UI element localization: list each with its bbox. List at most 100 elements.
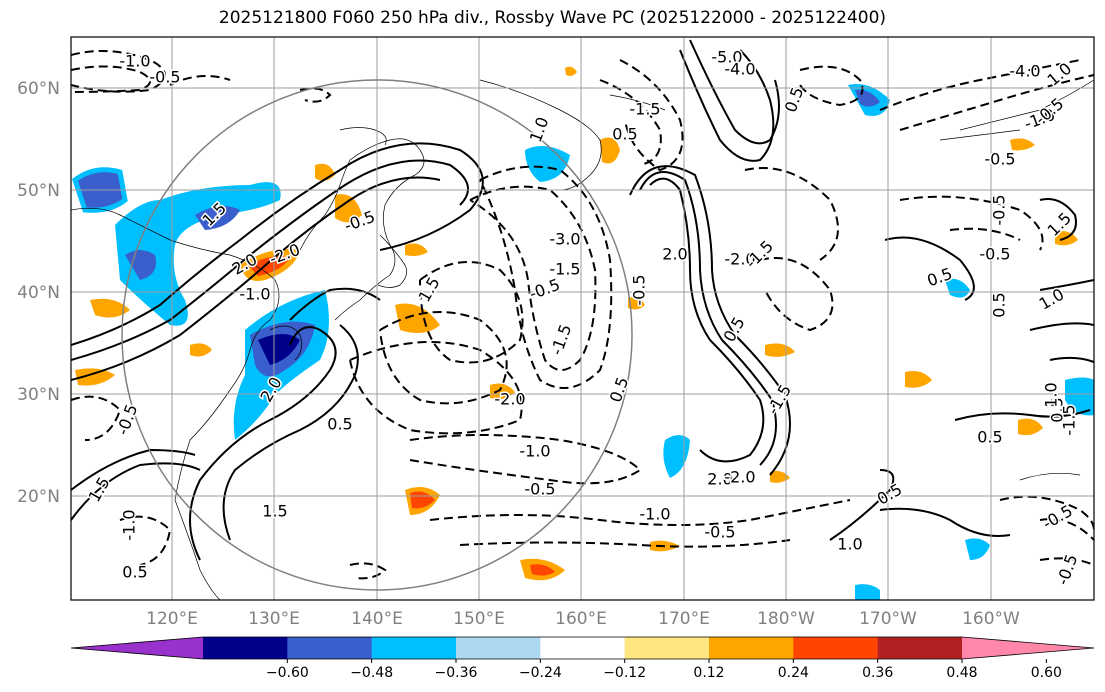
shade-positive xyxy=(530,564,555,576)
reference-circle xyxy=(121,79,633,591)
contour-label: -1.5 xyxy=(763,381,795,418)
lon-label: 160°W xyxy=(962,609,1020,629)
colorbar-tick-label: 0.24 xyxy=(778,665,809,681)
coastlines xyxy=(71,79,1094,600)
colorbar-extend-low xyxy=(71,637,203,659)
plot-frame xyxy=(70,36,1095,601)
colorbar-segment xyxy=(456,637,541,659)
contour-label: -1.0 xyxy=(519,442,550,461)
lon-label: 150°E xyxy=(453,609,505,629)
contour-label: -1.0 xyxy=(119,52,150,71)
colorbar-tick-label: −0.36 xyxy=(435,665,478,681)
colorbar-segment xyxy=(540,637,626,659)
contour-label: -4.0 xyxy=(1009,62,1040,81)
shade-positive xyxy=(628,297,645,310)
shade-positive xyxy=(490,383,515,400)
shade-negative xyxy=(663,435,690,478)
contour-label: 0.5 xyxy=(990,292,1009,317)
contour-labels: -1.0-0.5-5.0-4.0 -4.0-1.5 0.51.01.52.0-3.0… xyxy=(83,46,1083,589)
contour-label: -0.5 xyxy=(990,194,1009,225)
shade-negative xyxy=(525,146,570,182)
shade-positive xyxy=(1018,418,1043,436)
shade-positive xyxy=(765,343,795,357)
contour-label: -2.0 xyxy=(724,250,755,269)
latitude-labels: 60°N 50°N 40°N 30°N 20°N xyxy=(17,79,60,507)
contour-label: -1.0 xyxy=(639,505,670,524)
graticule xyxy=(71,37,1094,600)
longitude-labels: 120°E 130°E 140°E 150°E 160°E 170°E 180°… xyxy=(146,609,1020,629)
contour-label: 0.5 xyxy=(327,415,352,434)
lon-label: 170°E xyxy=(658,609,710,629)
shade-positive xyxy=(600,137,620,164)
lon-label: 130°E xyxy=(248,609,300,629)
contour-label: -0.5 xyxy=(527,275,563,304)
shade-positive xyxy=(335,194,362,223)
lon-label: 160°E xyxy=(555,609,607,629)
contour-label: -2.0 xyxy=(267,240,303,269)
divergence-shading xyxy=(72,66,1094,600)
contour-label: 0.5 xyxy=(612,125,637,144)
contour-label: -1.0 xyxy=(239,285,270,304)
shade-positive xyxy=(190,343,212,357)
shade-positive xyxy=(565,66,577,76)
colorbar-outline xyxy=(70,636,1095,660)
colorbar: −0.60 −0.48 −0.36 −0.24 −0.12 0.12 0.24 0.36 0.4… xyxy=(70,636,1095,681)
contour-label: -0.5 xyxy=(979,245,1010,264)
shade-negative xyxy=(258,334,300,365)
contour-label: 1.5 xyxy=(262,502,287,521)
contour-label: 2.0 xyxy=(662,245,687,264)
shade-negative xyxy=(945,278,970,298)
colorbar-segment xyxy=(203,637,288,659)
contour-label: 1.0 xyxy=(837,535,862,554)
colorbar-tick-label: 0.48 xyxy=(946,665,977,681)
colorbar-tick-label: −0.12 xyxy=(603,665,646,681)
contour-label: -0.5 xyxy=(524,480,555,499)
contour-label: -1.0 xyxy=(120,509,139,540)
colorbar-tick-label: −0.24 xyxy=(519,665,562,681)
contour-label: 1.5 xyxy=(415,274,444,306)
shade-positive xyxy=(90,298,130,318)
contour-label: 2.0 xyxy=(707,470,732,489)
shade-positive xyxy=(905,371,932,388)
contour-label: -0.5 xyxy=(1053,552,1082,588)
lon-label: 180°W xyxy=(757,609,815,629)
shade-negative xyxy=(965,538,990,560)
lon-label: 170°W xyxy=(859,609,917,629)
contour-label: -4.0 xyxy=(724,60,755,79)
contour-label: -3.0 xyxy=(549,230,580,249)
contour-label: -0.5 xyxy=(984,150,1015,169)
lon-label: 120°E xyxy=(146,609,198,629)
contour-label: -2.0 xyxy=(724,468,755,487)
contour-label: -1.5 xyxy=(547,322,576,358)
lon-label: 140°E xyxy=(351,609,403,629)
shade-positive xyxy=(770,470,790,483)
contour-label: -1.5 xyxy=(549,260,580,279)
shade-negative xyxy=(1065,377,1094,416)
lat-label: 30°N xyxy=(17,385,60,405)
contour-label: -2.0 xyxy=(494,390,525,409)
colorbar-tick-label: −0.48 xyxy=(350,665,393,681)
shade-positive xyxy=(1010,138,1035,151)
colorbar-segment xyxy=(709,637,794,659)
contour-label: 0.5 xyxy=(874,480,906,509)
colorbar-segment xyxy=(287,637,373,659)
map-title: 2025121800 F060 250 hPa div., Rossby Wav… xyxy=(218,8,887,28)
contour-label: 0.5 xyxy=(977,428,1002,447)
colorbar-segment xyxy=(793,637,879,659)
colorbar-tick-label: −0.60 xyxy=(266,665,309,681)
shade-positive xyxy=(405,243,428,256)
contour-label: 1.0 xyxy=(1042,382,1061,407)
colorbar-segment xyxy=(877,637,963,659)
contour-label: 0.5 xyxy=(122,563,147,582)
colorbar-segment xyxy=(624,637,710,659)
contour-label: -0.5 xyxy=(704,523,735,542)
contour-label: -5.0 xyxy=(711,48,742,67)
colorbar-tick-label: 0.36 xyxy=(862,665,893,681)
lat-label: 60°N xyxy=(17,79,60,99)
contour-label: -0.5 xyxy=(149,68,180,87)
contour-label: -0.5 xyxy=(630,274,649,305)
contour-label: -1.5 xyxy=(1060,404,1079,435)
lat-label: 20°N xyxy=(17,487,60,507)
colorbar-tick-label: 0.60 xyxy=(1031,665,1062,681)
